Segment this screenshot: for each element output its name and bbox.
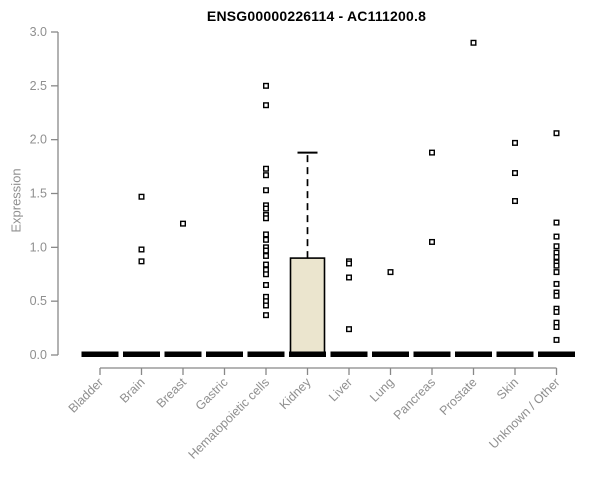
median-zero-bar <box>413 351 451 357</box>
outlier-point <box>553 219 560 226</box>
outlier-point <box>470 39 477 46</box>
median-zero-bar <box>81 351 119 357</box>
outlier-point <box>263 282 270 289</box>
outlier-point <box>553 308 560 315</box>
x-tick-label: Pancreas <box>391 375 438 422</box>
outlier-point <box>387 269 394 276</box>
median-zero-bar <box>538 351 575 357</box>
median-zero-bar <box>164 351 202 357</box>
outlier-point <box>263 252 270 259</box>
outlier-point <box>263 231 270 238</box>
outlier-point <box>263 236 270 243</box>
x-tick-label: Skin <box>494 375 521 402</box>
x-tick-label: Breast <box>154 375 190 411</box>
outlier-point <box>263 247 270 254</box>
outlier-point <box>263 312 270 319</box>
median-zero-bar <box>289 351 326 357</box>
outlier-point <box>512 139 519 146</box>
x-tick-label: Kidney <box>277 375 314 412</box>
outlier-point <box>263 205 270 212</box>
box-kidney <box>289 257 326 355</box>
median-zero-bar <box>247 351 285 357</box>
x-tick-label: Bladder <box>66 375 106 415</box>
median-zero-bar <box>372 351 409 357</box>
outlier-point <box>263 172 270 179</box>
outlier-point <box>429 149 436 156</box>
outlier-point <box>553 336 560 343</box>
outlier-point <box>553 280 560 287</box>
outlier-point <box>263 271 270 278</box>
outlier-point <box>553 269 560 276</box>
median-zero-bar <box>123 351 160 357</box>
outlier-point <box>138 258 145 265</box>
outlier-point <box>346 326 353 333</box>
outlier-point <box>553 262 560 269</box>
outlier-point <box>263 165 270 172</box>
outlier-point <box>179 220 186 227</box>
y-tick-label: 1.5 <box>30 187 47 201</box>
chart-title: ENSG00000226114 - AC111200.8 <box>206 8 427 24</box>
outlier-point <box>553 292 560 299</box>
outlier-point <box>512 170 519 177</box>
median-zero-bar <box>455 351 492 357</box>
median-zero-bar <box>330 351 368 357</box>
y-tick-label: 2.0 <box>30 133 47 147</box>
median-zero-bar <box>206 351 243 357</box>
outlier-point <box>346 274 353 281</box>
y-tick-label: 0.5 <box>30 294 47 308</box>
outlier-point <box>138 246 145 253</box>
outlier-point <box>512 198 519 205</box>
median-zero-bar <box>496 351 534 357</box>
outlier-point <box>263 215 270 222</box>
x-tick-label: Liver <box>326 375 355 404</box>
outlier-point <box>263 102 270 109</box>
x-tick-label: Hematopoietic cells <box>186 375 273 462</box>
outlier-point <box>263 82 270 89</box>
y-tick-label: 2.5 <box>30 79 47 93</box>
x-tick-label: Gastric <box>193 375 231 413</box>
outlier-point <box>263 261 270 268</box>
outlier-point <box>553 243 560 250</box>
y-tick-label: 1.0 <box>30 240 47 254</box>
y-tick-label: 0.0 <box>30 348 47 362</box>
outlier-point <box>138 193 145 200</box>
x-tick-label: Lung <box>367 375 397 405</box>
y-tick-label: 3.0 <box>30 25 47 39</box>
x-tick-label: Brain <box>117 375 148 406</box>
outlier-point <box>553 254 560 261</box>
x-tick-label: Unknown / Other <box>486 375 562 451</box>
outlier-point <box>346 260 353 267</box>
outlier-point <box>429 238 436 245</box>
outlier-point <box>263 187 270 194</box>
outlier-point <box>263 302 270 309</box>
x-tick-label: Prostate <box>437 375 480 418</box>
outlier-point <box>553 324 560 331</box>
outlier-point <box>553 233 560 240</box>
outlier-point <box>553 130 560 137</box>
